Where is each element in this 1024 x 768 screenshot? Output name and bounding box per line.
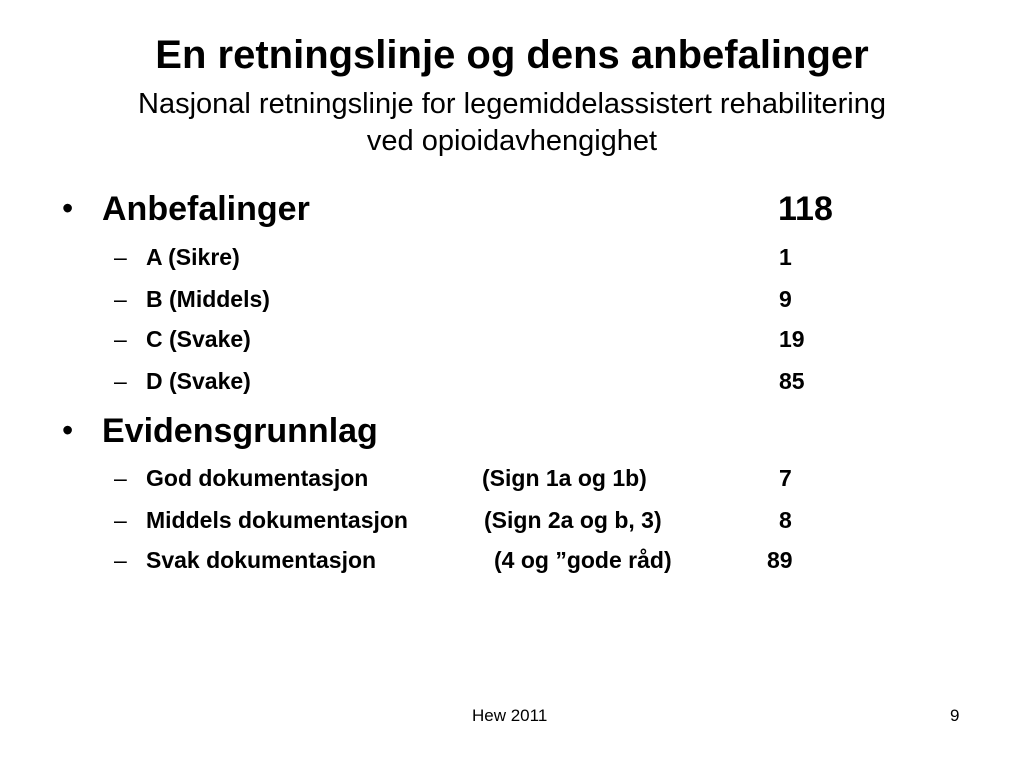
list-item-value: 9 [779, 286, 792, 312]
bullet-icon: • [62, 412, 74, 448]
list-item-label: D (Svake) [146, 368, 251, 394]
page-number: 9 [950, 706, 960, 725]
list-item-value: 7 [779, 465, 792, 491]
list-item-label: God dokumentasjon [146, 465, 369, 491]
list-item-label: C (Svake) [146, 326, 251, 352]
list-item-label: B (Middels) [146, 286, 270, 312]
bullet-icon: • [62, 190, 74, 226]
list-item-note: (4 og ”gode råd) [494, 547, 672, 573]
list-item-note: (Sign 2a og b, 3) [484, 507, 662, 533]
list-item-value: 8 [779, 507, 792, 533]
slide-title: En retningslinje og dens anbefalinger [155, 33, 869, 77]
dash-icon: – [114, 326, 127, 352]
subtitle-line-1: Nasjonal retningslinje for legemiddelass… [138, 88, 886, 120]
list-item-value: 1 [779, 244, 792, 270]
list-item-label: Middels dokumentasjon [146, 507, 408, 533]
list-item-value: 19 [779, 326, 805, 352]
dash-icon: – [114, 507, 127, 533]
subtitle-line-2: ved opioidavhengighet [366, 125, 658, 157]
list-item-value: 89 [767, 547, 793, 573]
section-label-evidensgrunnlag: Evidensgrunnlag [102, 412, 378, 450]
dash-icon: – [114, 465, 127, 491]
section-value-anbefalinger: 118 [778, 190, 833, 228]
list-item-value: 85 [779, 368, 805, 394]
list-item-note: (Sign 1a og 1b) [482, 465, 647, 491]
slide-subtitle: Nasjonal retningslinje for legemiddelass… [40, 86, 984, 160]
dash-icon: – [114, 547, 127, 573]
list-item-label: Svak dokumentasjon [146, 547, 377, 573]
footer-text: Hew 2011 [472, 706, 548, 725]
list-item-label: A (Sikre) [146, 244, 240, 270]
dash-icon: – [114, 286, 127, 312]
dash-icon: – [114, 244, 127, 270]
dash-icon: – [114, 368, 127, 394]
section-label-anbefalinger: Anbefalinger [102, 190, 310, 228]
